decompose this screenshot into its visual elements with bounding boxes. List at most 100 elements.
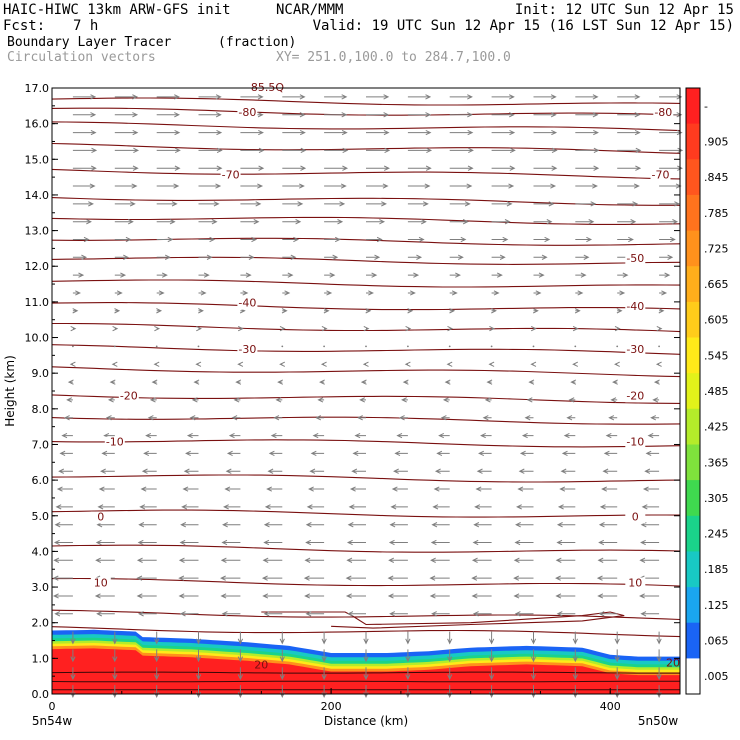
wind-vector (183, 468, 199, 474)
wind-vector (185, 450, 199, 457)
org-label: NCAR/MMM (276, 2, 344, 18)
wind-vector (72, 147, 98, 154)
wind-vector (436, 450, 450, 457)
wind-vector (220, 575, 241, 581)
wind-vector (237, 667, 244, 681)
contour-low-1 (51, 680, 680, 683)
wind-vector (114, 308, 121, 314)
wind-vector (195, 667, 202, 681)
xy-range: XY= 251.0,100.0 to 284.7,100.0 (276, 50, 511, 65)
overlay-name: Circulation vectors (7, 50, 156, 65)
wind-vector (447, 631, 453, 645)
wind-vector (345, 575, 366, 581)
x-tick-label: 200 (321, 700, 342, 713)
wind-vector (114, 272, 127, 278)
wind-vector (491, 112, 515, 118)
wind-vector (366, 165, 390, 171)
wind-vector (319, 379, 325, 385)
wind-vector (363, 667, 369, 681)
wind-vector (61, 432, 73, 439)
y-tick-label: 0.0 (32, 688, 50, 701)
wind-vector (407, 201, 429, 207)
wind-vector (407, 165, 432, 171)
contour-line-2 (51, 121, 681, 132)
wind-vector (155, 345, 158, 348)
wind-vector (530, 325, 537, 332)
wind-vector (404, 361, 411, 367)
wind-vector (315, 415, 325, 421)
colorbar-label: .065 (704, 635, 729, 648)
wind-vector (471, 575, 492, 581)
wind-vector (100, 468, 115, 474)
wind-vector (156, 94, 180, 100)
wind-vector (430, 557, 450, 563)
wind-vector (320, 361, 327, 367)
wind-vector (58, 468, 73, 474)
wind-vector (59, 450, 73, 457)
wind-vector (476, 468, 492, 474)
contour-line-8 (51, 256, 681, 265)
wind-vector (237, 361, 244, 367)
wind-vector (488, 631, 495, 645)
wind-vector (317, 397, 325, 403)
wind-vector (514, 539, 534, 546)
contour-line-0 (51, 97, 681, 106)
wind-vector (352, 450, 366, 457)
colorbar-swatch (686, 266, 700, 303)
wind-vector (533, 129, 558, 136)
wind-vector (136, 557, 157, 563)
contour-line-18 (51, 509, 681, 518)
wind-vector (610, 397, 618, 403)
wind-vector (429, 575, 450, 581)
wind-vector (198, 201, 220, 207)
wind-vector (614, 631, 620, 645)
wind-vector (137, 539, 157, 546)
field-name: Boundary Layer Tracer (7, 35, 172, 50)
wind-vector (641, 504, 660, 510)
wind-vector (396, 432, 408, 439)
wind-vector (575, 129, 599, 136)
wind-vector (449, 147, 474, 154)
contour-label: -70 (222, 168, 240, 181)
wind-vector (54, 611, 73, 617)
wind-vector (559, 486, 576, 492)
wind-vector (652, 397, 660, 403)
contour-line-16 (51, 439, 681, 448)
wind-vector (518, 468, 534, 474)
wind-vector (70, 631, 76, 645)
wind-vector (447, 325, 454, 332)
wind-vector (156, 236, 174, 243)
wind-vector (647, 432, 660, 439)
colorbar-label: .245 (704, 528, 729, 541)
wind-vector (617, 219, 637, 225)
wind-vector (240, 272, 252, 278)
wind-vector (431, 611, 450, 617)
wind-vector (556, 522, 576, 528)
forecast-label: Fcst: (3, 18, 46, 34)
wind-vector (471, 593, 492, 599)
contour-label: 20 (254, 659, 268, 672)
wind-vector (72, 201, 94, 207)
wind-vector (282, 147, 307, 154)
wind-vector (321, 649, 327, 663)
contour-label-bg (237, 344, 258, 356)
wind-vector (639, 593, 660, 599)
x-tick-label: 400 (600, 700, 621, 713)
wind-vector (653, 379, 660, 385)
wind-vector (575, 94, 599, 100)
colorbar-swatch (686, 658, 700, 695)
wind-vector (96, 611, 115, 617)
wind-vector (612, 379, 618, 385)
colorbar-swatch (686, 194, 700, 231)
wind-vector (156, 183, 180, 189)
wind-vector (365, 308, 372, 314)
wind-vector (101, 450, 115, 457)
wind-vector (491, 236, 509, 243)
contour-label-bg (104, 436, 125, 449)
wind-vector (182, 486, 199, 492)
colorbar-swatch (686, 230, 700, 267)
wind-vector (391, 486, 408, 492)
wind-vector (114, 147, 140, 154)
title-left: HAIC-HIWC 13km ARW-GFS init (3, 2, 231, 18)
contour-label: -80 (238, 106, 256, 119)
